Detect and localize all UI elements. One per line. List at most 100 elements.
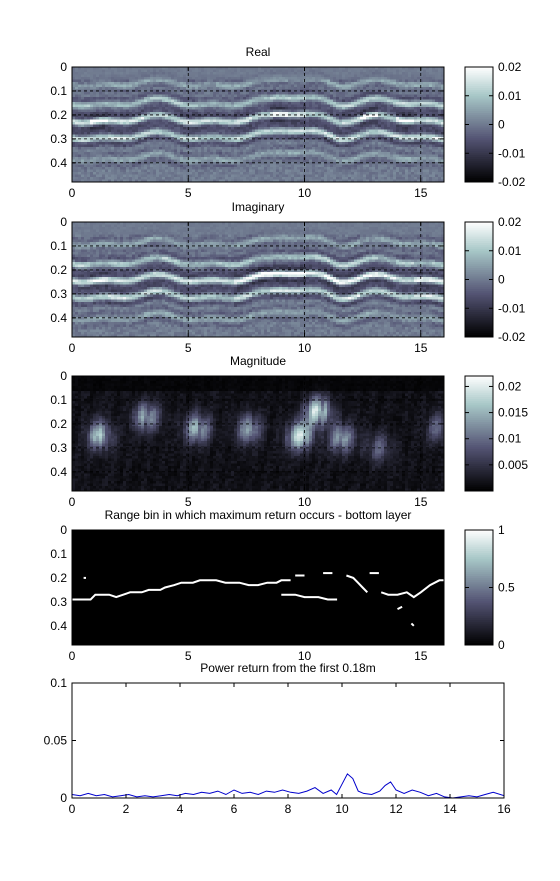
heatmap-cell [273, 74, 277, 78]
heatmap-cell [93, 167, 97, 170]
heatmap-cell [240, 144, 244, 148]
heatmap-cell [78, 109, 82, 113]
heatmap-cell [273, 77, 277, 80]
heatmap-cell [75, 102, 79, 105]
heatmap-cell [324, 144, 328, 148]
heatmap-cell [258, 119, 262, 123]
heatmap-cell [318, 179, 322, 182]
heatmap-cell [390, 82, 394, 85]
heatmap-cell [207, 92, 211, 95]
heatmap-cell [240, 179, 244, 182]
heatmap-cell [306, 177, 310, 180]
heatmap-cell [351, 144, 355, 148]
heatmap-cell [396, 74, 400, 78]
heatmap-cell [297, 139, 301, 143]
heatmap-cell [192, 117, 196, 120]
heatmap-cell [240, 167, 244, 170]
heatmap-cell [138, 132, 142, 135]
heatmap-cell [192, 132, 196, 135]
heatmap-cell [228, 107, 232, 110]
heatmap-cell [336, 154, 340, 158]
heatmap-cell [204, 134, 208, 138]
heatmap-cell [369, 132, 373, 135]
heatmap-cell [90, 107, 94, 110]
heatmap-cell [102, 167, 106, 170]
heatmap-cell [306, 149, 310, 153]
heatmap-cell [153, 84, 157, 88]
heatmap-cell [168, 134, 172, 138]
heatmap-cell [279, 159, 283, 163]
heatmap-cell [186, 69, 190, 73]
heatmap-cell [114, 109, 118, 113]
heatmap-cell [297, 124, 301, 128]
heatmap-cell [216, 167, 220, 170]
heatmap-cell [252, 142, 256, 145]
heatmap-cell [120, 162, 124, 165]
heatmap-cell [348, 67, 352, 70]
heatmap-cell [345, 117, 349, 120]
heatmap-cell [360, 74, 364, 78]
heatmap-cell [309, 94, 313, 98]
heatmap-cell [162, 177, 166, 180]
heatmap-cell [318, 139, 322, 143]
heatmap-cell [264, 69, 268, 73]
heatmap-cell [366, 74, 370, 78]
heatmap-cell [255, 147, 259, 150]
heatmap-cell [261, 139, 265, 143]
heatmap-cell [183, 114, 187, 118]
heatmap-cell [255, 172, 259, 175]
heatmap-cell [381, 124, 385, 128]
heatmap-cell [222, 94, 226, 98]
heatmap-cell [84, 124, 88, 128]
heatmap-cell [369, 102, 373, 105]
heatmap-cell [252, 112, 256, 115]
heatmap-cell [297, 147, 301, 150]
heatmap-cell [261, 164, 265, 168]
heatmap-cell [237, 139, 241, 143]
heatmap-cell [234, 67, 238, 70]
heatmap-cell [381, 82, 385, 85]
heatmap-cell [378, 87, 382, 90]
heatmap-cell [75, 69, 79, 73]
heatmap-cell [261, 89, 265, 93]
heatmap-cell [261, 137, 265, 140]
heatmap-cell [72, 149, 76, 153]
heatmap-cell [306, 69, 310, 73]
heatmap-cell [129, 67, 133, 70]
heatmap-cell [192, 177, 196, 180]
heatmap-cell [363, 169, 367, 173]
heatmap-cell [240, 94, 244, 98]
heatmap-cell [282, 162, 286, 165]
heatmap-cell [252, 169, 256, 173]
heatmap-cell [81, 117, 85, 120]
heatmap-cell [165, 179, 169, 182]
heatmap-cell [348, 169, 352, 173]
heatmap-cell [348, 127, 352, 130]
heatmap-cell [198, 167, 202, 170]
heatmap-cell [72, 122, 76, 125]
heatmap-cell [291, 79, 295, 83]
heatmap-cell [252, 154, 256, 158]
heatmap-cell [117, 172, 121, 175]
heatmap-cell [300, 92, 304, 95]
heatmap-cell [330, 102, 334, 105]
heatmap-cell [327, 147, 331, 150]
heatmap-cell [72, 164, 76, 168]
heatmap-cell [390, 144, 394, 148]
heatmap-cell [372, 77, 376, 80]
heatmap-cell [183, 152, 187, 155]
heatmap-cell [288, 72, 292, 75]
heatmap-cell [234, 144, 238, 148]
heatmap-cell [315, 109, 319, 113]
heatmap-cell [114, 137, 118, 140]
heatmap-cell [138, 119, 142, 123]
heatmap-cell [378, 92, 382, 95]
heatmap-cell [87, 127, 91, 130]
heatmap-cell [123, 72, 127, 75]
heatmap-cell [261, 172, 265, 175]
heatmap-cell [171, 117, 175, 120]
heatmap-cell [300, 104, 304, 108]
heatmap-cell [240, 67, 244, 70]
heatmap-cell [357, 77, 361, 80]
heatmap-cell [228, 87, 232, 90]
